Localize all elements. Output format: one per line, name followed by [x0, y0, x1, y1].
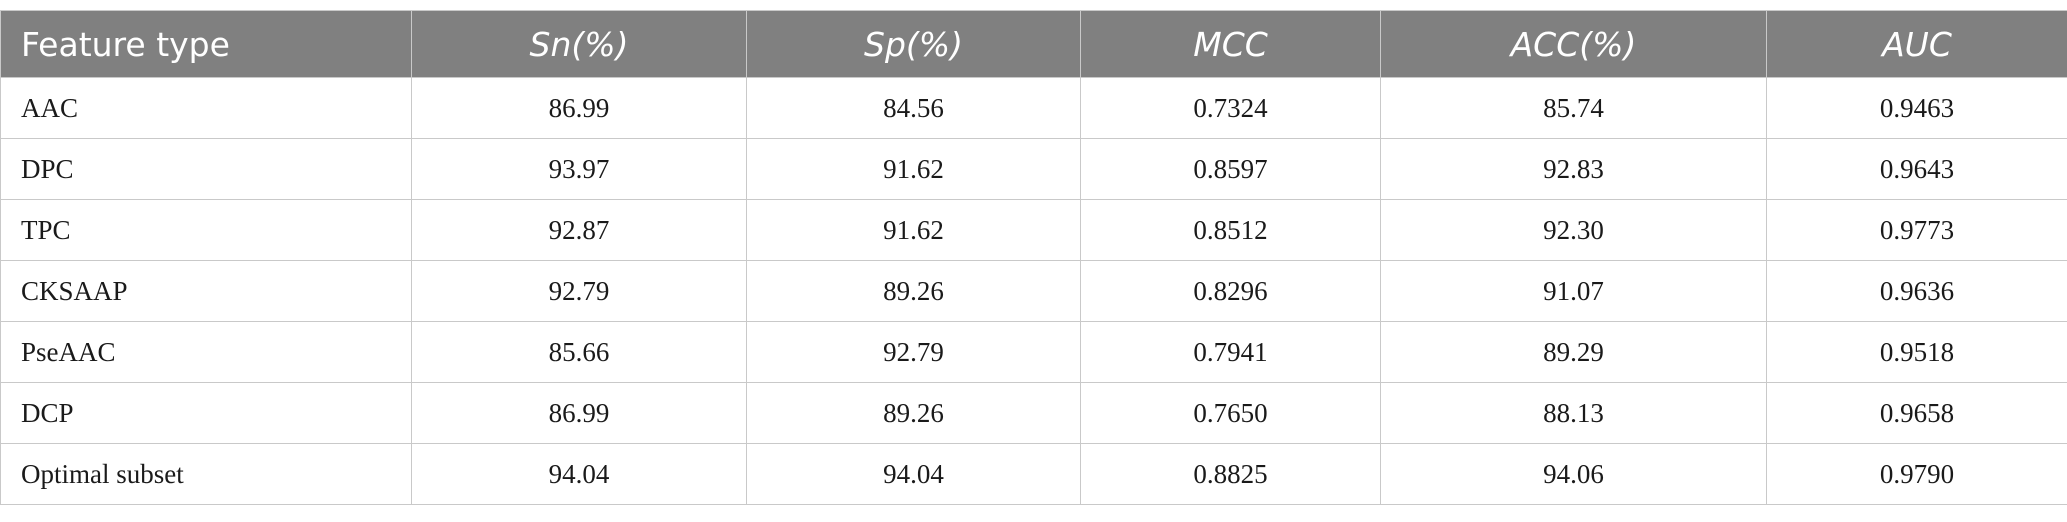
results-table-container: Feature type Sn(%) Sp(%) MCC ACC(%) AUC …	[0, 10, 2067, 505]
cell-acc: 92.83	[1380, 138, 1767, 200]
cell-mcc: 0.7941	[1080, 321, 1381, 383]
cell-sn: 94.04	[411, 443, 747, 505]
table-row: AAC 86.99 84.56 0.7324 85.74 0.9463	[0, 77, 2067, 139]
cell-acc: 85.74	[1380, 77, 1767, 139]
cell-acc: 94.06	[1380, 443, 1767, 505]
cell-sn: 86.99	[411, 77, 747, 139]
cell-mcc: 0.8825	[1080, 443, 1381, 505]
cell-sn: 93.97	[411, 138, 747, 200]
table-row: Optimal subset 94.04 94.04 0.8825 94.06 …	[0, 443, 2067, 505]
header-mcc: MCC	[1080, 10, 1381, 78]
cell-acc: 89.29	[1380, 321, 1767, 383]
cell-feature-type: Optimal subset	[0, 443, 412, 505]
cell-acc: 88.13	[1380, 382, 1767, 444]
cell-feature-type: TPC	[0, 199, 412, 261]
cell-auc: 0.9773	[1766, 199, 2067, 261]
cell-sp: 89.26	[746, 382, 1081, 444]
cell-feature-type: AAC	[0, 77, 412, 139]
table-row: DCP 86.99 89.26 0.7650 88.13 0.9658	[0, 382, 2067, 444]
cell-mcc: 0.7324	[1080, 77, 1381, 139]
cell-sn: 85.66	[411, 321, 747, 383]
header-feature-type: Feature type	[0, 10, 412, 78]
cell-auc: 0.9643	[1766, 138, 2067, 200]
header-sp: Sp(%)	[746, 10, 1081, 78]
header-auc: AUC	[1766, 10, 2067, 78]
cell-sp: 89.26	[746, 260, 1081, 322]
cell-feature-type: PseAAC	[0, 321, 412, 383]
results-table: Feature type Sn(%) Sp(%) MCC ACC(%) AUC …	[0, 10, 2067, 505]
cell-mcc: 0.8597	[1080, 138, 1381, 200]
cell-sp: 84.56	[746, 77, 1081, 139]
cell-sp: 91.62	[746, 199, 1081, 261]
cell-sp: 94.04	[746, 443, 1081, 505]
cell-mcc: 0.8296	[1080, 260, 1381, 322]
table-row: TPC 92.87 91.62 0.8512 92.30 0.9773	[0, 199, 2067, 261]
cell-auc: 0.9636	[1766, 260, 2067, 322]
cell-auc: 0.9518	[1766, 321, 2067, 383]
cell-acc: 91.07	[1380, 260, 1767, 322]
cell-sn: 92.87	[411, 199, 747, 261]
cell-auc: 0.9463	[1766, 77, 2067, 139]
cell-mcc: 0.8512	[1080, 199, 1381, 261]
table-header-row: Feature type Sn(%) Sp(%) MCC ACC(%) AUC	[0, 10, 2067, 78]
cell-sn: 86.99	[411, 382, 747, 444]
cell-sp: 91.62	[746, 138, 1081, 200]
cell-mcc: 0.7650	[1080, 382, 1381, 444]
cell-feature-type: DPC	[0, 138, 412, 200]
cell-acc: 92.30	[1380, 199, 1767, 261]
cell-sn: 92.79	[411, 260, 747, 322]
cell-feature-type: CKSAAP	[0, 260, 412, 322]
table-row: DPC 93.97 91.62 0.8597 92.83 0.9643	[0, 138, 2067, 200]
header-sn: Sn(%)	[411, 10, 747, 78]
cell-auc: 0.9658	[1766, 382, 2067, 444]
header-acc: ACC(%)	[1380, 10, 1767, 78]
table-row: CKSAAP 92.79 89.26 0.8296 91.07 0.9636	[0, 260, 2067, 322]
cell-sp: 92.79	[746, 321, 1081, 383]
cell-feature-type: DCP	[0, 382, 412, 444]
table-row: PseAAC 85.66 92.79 0.7941 89.29 0.9518	[0, 321, 2067, 383]
cell-auc: 0.9790	[1766, 443, 2067, 505]
